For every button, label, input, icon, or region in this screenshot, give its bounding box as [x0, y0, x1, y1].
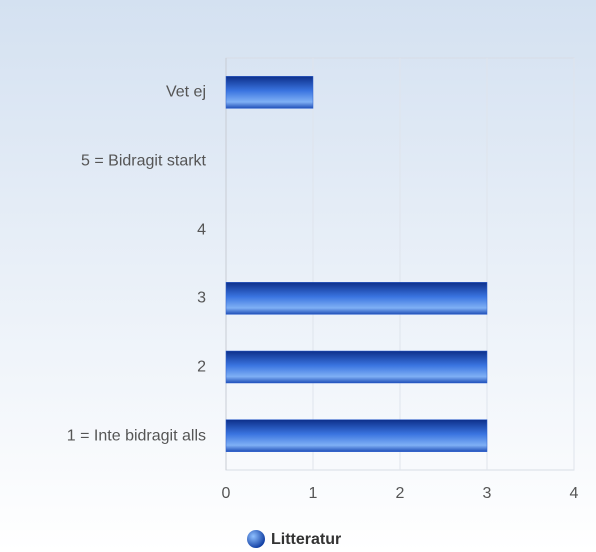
y-tick-label: 3: [197, 289, 206, 307]
y-tick-label: 2: [197, 358, 206, 376]
bar: [225, 76, 314, 109]
x-tick-label: 4: [570, 485, 579, 502]
y-tick-label: Vet ej: [165, 83, 206, 101]
legend-marker: [247, 530, 265, 548]
y-tick-label: 4: [197, 221, 206, 239]
legend-label: Litteratur: [271, 531, 341, 548]
bar: [225, 419, 488, 452]
x-tick-label: 3: [483, 485, 492, 502]
bar: [225, 282, 488, 315]
x-tick-label: 0: [222, 485, 231, 502]
y-tick-label: 5 = Bidragit starkt: [81, 152, 206, 170]
x-tick-label: 2: [396, 485, 405, 502]
bar: [225, 350, 488, 384]
y-tick-label: 1 = Inte bidragit alls: [66, 427, 206, 445]
x-tick-label: 1: [309, 485, 318, 502]
